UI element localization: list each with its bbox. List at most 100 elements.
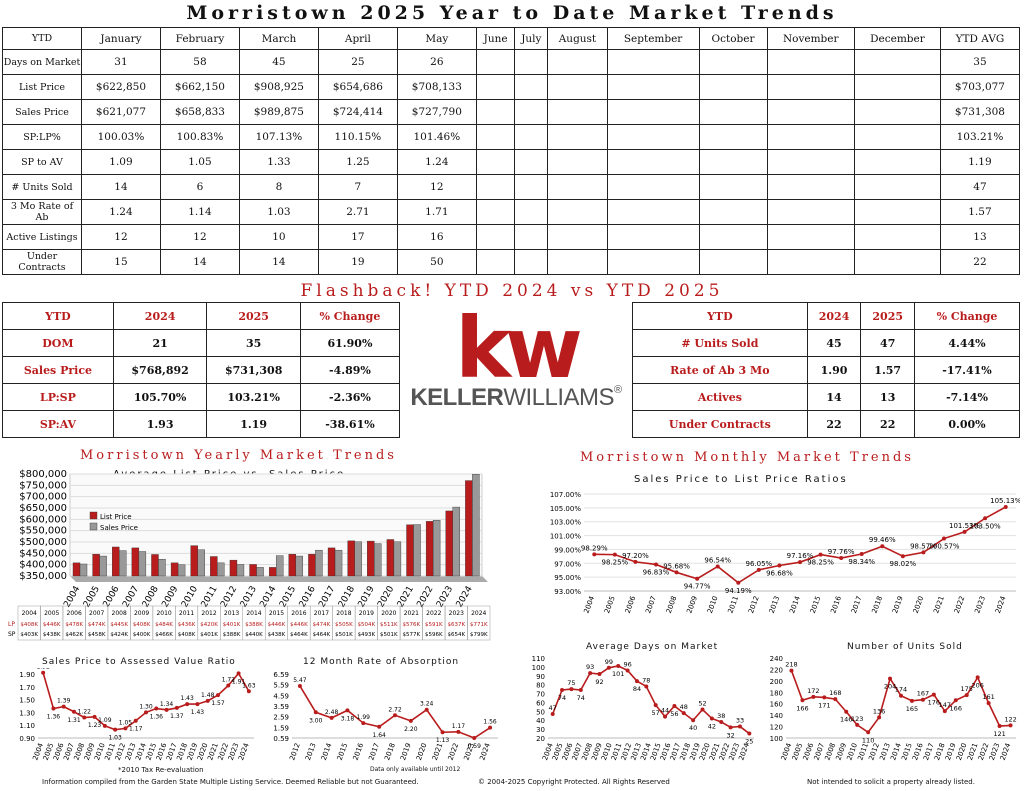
y-tick-label: 120 bbox=[770, 724, 783, 732]
data-point bbox=[844, 709, 849, 714]
table-cell: 107.13% bbox=[238, 124, 319, 150]
table-row: Sales Price $621,077 $658,833 $989,875 $724,… bbox=[2, 99, 1021, 125]
table-cell: 1.57 bbox=[939, 199, 1021, 225]
table-cell bbox=[606, 249, 700, 275]
bar-sales-price bbox=[177, 564, 186, 577]
data-label: 1.37 bbox=[170, 713, 184, 720]
table-sp-value: $501K bbox=[380, 632, 398, 638]
table-cell bbox=[766, 49, 855, 75]
x-tick-label: 2024 bbox=[455, 584, 475, 609]
data-point bbox=[800, 698, 805, 703]
data-label: 123 bbox=[851, 715, 863, 723]
data-point bbox=[592, 552, 597, 557]
y-tick-label: $650,000 bbox=[19, 503, 67, 514]
data-point bbox=[920, 697, 925, 702]
table-cell: $662,150 bbox=[159, 74, 240, 100]
x-tick-label: 2008 bbox=[141, 584, 161, 609]
absorption-line-chart: 0.59 1.59 2.59 3.59 4.59 5.59 6.59 5.47 3.002.48… bbox=[273, 671, 498, 761]
table-cell: 100.03% bbox=[81, 124, 161, 150]
table-cell: 22 bbox=[939, 249, 1021, 275]
flashback-title: Flashback! YTD 2024 vs YTD 2025 bbox=[300, 281, 724, 301]
data-point bbox=[681, 711, 686, 716]
x-tick-label: 2024 bbox=[994, 594, 1008, 614]
table-lp-value: $474K bbox=[313, 622, 331, 628]
column-header: March bbox=[238, 27, 319, 50]
y-tick-label: 2.59 bbox=[273, 714, 289, 722]
y-tick-label: 240 bbox=[770, 655, 783, 663]
data-point bbox=[61, 704, 66, 709]
table-body: Days on Market 31 58 45 25 26 35 List Price $622… bbox=[2, 49, 1021, 275]
data-label: 92 bbox=[595, 678, 603, 686]
data-label: 2.20 bbox=[404, 726, 418, 733]
table-row: 3 Mo Rate of Ab 1.24 1.14 1.03 2.71 1.71 1.57 bbox=[2, 199, 1021, 225]
table-cell bbox=[766, 124, 855, 150]
data-point bbox=[597, 672, 602, 676]
data-point bbox=[986, 701, 991, 706]
table-cell: 21 bbox=[112, 329, 208, 357]
data-point bbox=[408, 718, 413, 723]
data-point bbox=[1003, 504, 1008, 509]
data-label: 98.25% bbox=[807, 559, 834, 567]
data-label: 1.92 bbox=[36, 668, 50, 671]
table-cell: 7 bbox=[317, 174, 398, 200]
data-label: 44 bbox=[661, 707, 669, 715]
table-cell: Sales Price bbox=[2, 99, 82, 125]
x-tick-label: 2016 bbox=[298, 584, 318, 609]
table-cell bbox=[853, 174, 941, 200]
data-point bbox=[997, 724, 1002, 728]
data-point bbox=[833, 697, 838, 702]
table-row: # Units Sold 14 6 8 7 12 47 bbox=[2, 174, 1021, 200]
table-cell: 22 bbox=[806, 410, 862, 438]
column-header: 2025 bbox=[860, 302, 916, 330]
table-sp-value: $654K bbox=[447, 632, 465, 638]
table-cell bbox=[475, 249, 516, 275]
data-label: 1.56 bbox=[483, 719, 497, 726]
y-tick-label: 160 bbox=[770, 701, 783, 709]
data-label: 1.13 bbox=[436, 737, 450, 744]
table-year: 2005 bbox=[44, 610, 59, 617]
table-cell: 22 bbox=[860, 410, 916, 438]
table-row: Under Contracts 15 14 14 19 50 22 bbox=[2, 249, 1021, 275]
table-cell: Active Listings bbox=[2, 224, 82, 250]
data-point bbox=[550, 712, 555, 716]
y-tick-label: 97.00% bbox=[554, 560, 581, 568]
x-tick-label: 2016 bbox=[352, 741, 366, 761]
data-point bbox=[811, 694, 816, 699]
table-cell: $989,875 bbox=[238, 99, 319, 125]
data-label: 75 bbox=[567, 679, 575, 687]
data-point bbox=[41, 670, 46, 675]
table-cell: 3 Mo Rate of Ab bbox=[2, 199, 82, 225]
table-sp-value: $438K bbox=[268, 632, 286, 638]
table-sp-value: $400K bbox=[133, 632, 151, 638]
data-point bbox=[345, 708, 350, 713]
table-cell bbox=[475, 99, 516, 125]
column-header: October bbox=[698, 27, 768, 50]
x-tick-label: 2022 bbox=[953, 595, 967, 614]
data-label: 176 bbox=[928, 699, 940, 707]
bar-list-price bbox=[347, 540, 355, 577]
table-cell: 6 bbox=[159, 174, 240, 200]
table-row: Under Contracts 22 22 0.00% bbox=[632, 410, 1020, 438]
bar-sales-price bbox=[315, 549, 323, 577]
x-tick-label: 2016 bbox=[829, 594, 843, 614]
bar-sales-price bbox=[452, 506, 460, 577]
row-label: Under Contracts bbox=[632, 410, 808, 438]
data-label: 166 bbox=[950, 704, 962, 712]
table-cell bbox=[514, 99, 549, 125]
data-label: 1.05 bbox=[119, 719, 133, 726]
data-point bbox=[195, 702, 200, 707]
y-tick-label: $550,000 bbox=[19, 526, 67, 537]
data-label: 1.36 bbox=[150, 714, 164, 721]
column-header: September bbox=[606, 27, 700, 50]
y-tick-label: 95.00% bbox=[554, 574, 581, 582]
data-label: 38 bbox=[717, 712, 725, 720]
table-cell: 45 bbox=[806, 329, 862, 357]
bar-list-price bbox=[327, 547, 336, 577]
y-tick-label: $450,000 bbox=[19, 548, 67, 559]
data-point bbox=[51, 706, 56, 711]
table-cell bbox=[547, 199, 608, 225]
y-tick-label: 1.50 bbox=[19, 697, 35, 705]
x-tick-label: 2014 bbox=[320, 741, 334, 761]
data-point bbox=[625, 668, 630, 673]
